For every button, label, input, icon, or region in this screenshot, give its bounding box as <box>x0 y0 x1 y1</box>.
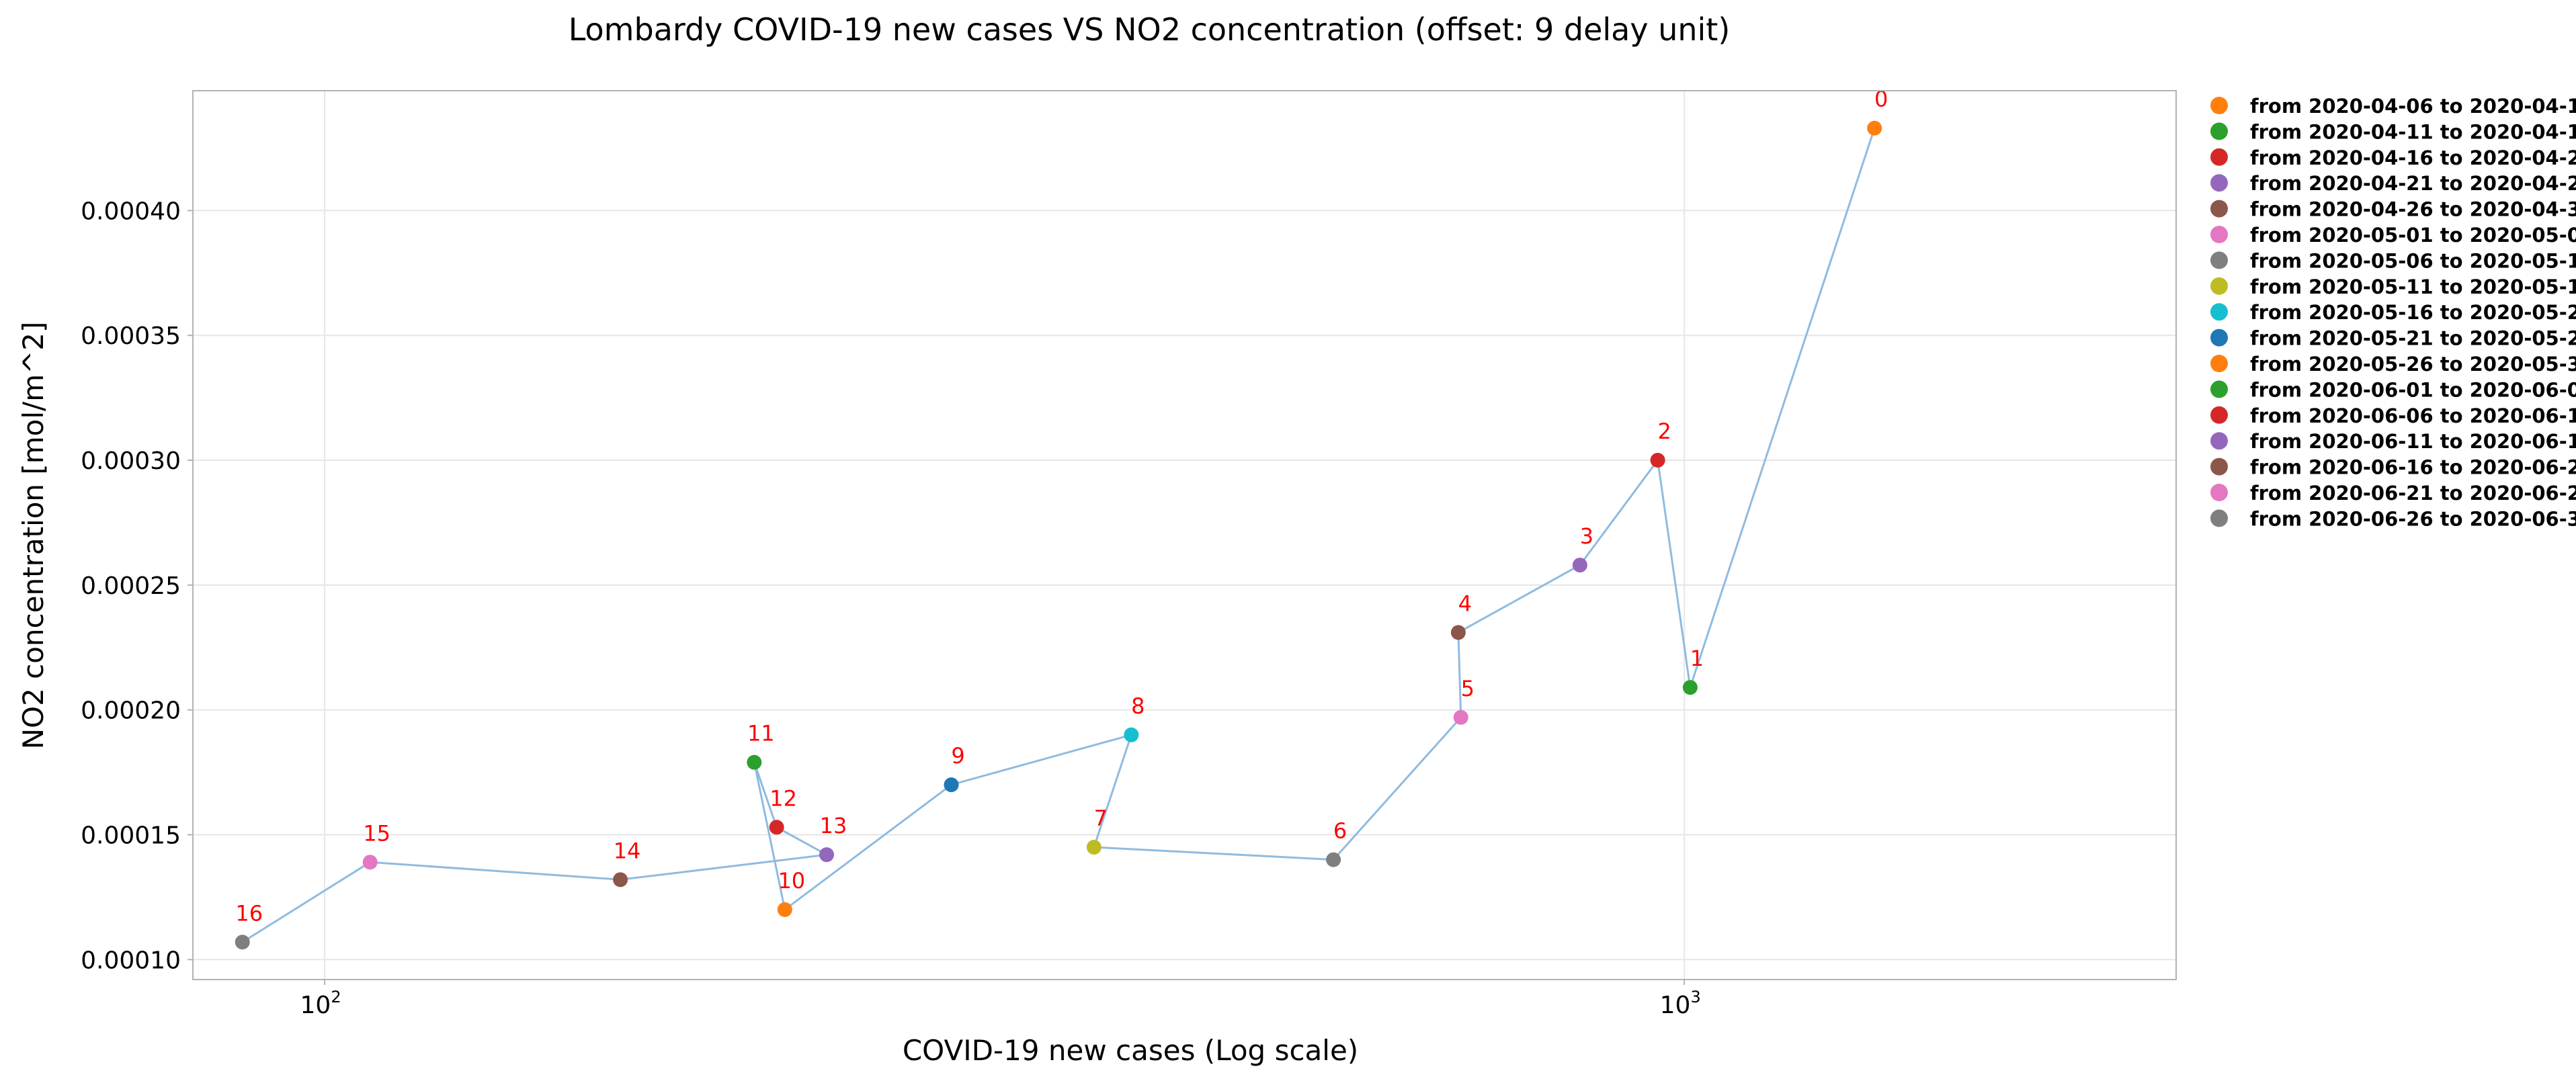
legend-label: from 2020-06-26 to 2020-06-30 <box>2250 507 2576 530</box>
y-tick-label: 0.00030 <box>81 447 181 475</box>
data-point <box>1086 840 1102 855</box>
data-point <box>1326 852 1341 867</box>
point-label: 2 <box>1657 419 1671 444</box>
data-point <box>613 872 628 887</box>
legend-label: from 2020-06-01 to 2020-06-05 <box>2250 378 2576 401</box>
data-point <box>1450 625 1466 640</box>
legend-label: from 2020-04-21 to 2020-04-25 <box>2250 172 2576 195</box>
point-label: 5 <box>1461 676 1474 701</box>
legend-marker <box>2210 458 2228 476</box>
legend-label: from 2020-06-21 to 2020-06-25 <box>2250 482 2576 505</box>
legend-marker <box>2210 484 2228 501</box>
point-label: 15 <box>363 820 390 846</box>
data-point <box>944 777 959 793</box>
chart-title: Lombardy COVID-19 new cases VS NO2 conce… <box>569 11 1731 48</box>
legend-marker <box>2210 432 2228 450</box>
legend-label: from 2020-04-16 to 2020-04-20 <box>2250 146 2576 169</box>
y-tick-label: 0.00035 <box>81 322 181 350</box>
point-label: 9 <box>951 743 964 769</box>
legend-label: from 2020-05-26 to 2020-05-30 <box>2250 353 2576 376</box>
legend-label: from 2020-05-11 to 2020-05-15 <box>2250 275 2576 298</box>
point-label: 10 <box>778 868 805 894</box>
point-label: 1 <box>1690 646 1704 671</box>
legend-marker <box>2210 355 2228 372</box>
data-point <box>769 820 784 835</box>
grid-layer <box>193 91 2176 980</box>
y-tick-label: 0.00020 <box>81 697 181 725</box>
x-axis-label: COVID-19 new cases (Log scale) <box>903 1034 1358 1067</box>
point-label: 6 <box>1333 818 1347 844</box>
legend-label: from 2020-04-11 to 2020-04-15 <box>2250 120 2576 143</box>
legend-marker <box>2210 174 2228 192</box>
legend-marker <box>2210 303 2228 321</box>
point-label: 14 <box>614 838 641 863</box>
plot-area <box>193 91 2176 980</box>
plot-frame <box>192 90 2177 980</box>
legend-label: from 2020-06-16 to 2020-06-20 <box>2250 456 2576 479</box>
legend-label: from 2020-06-11 to 2020-06-15 <box>2250 430 2576 453</box>
legend-marker <box>2210 97 2228 114</box>
data-point <box>1682 680 1698 695</box>
y-tick-label: 0.00025 <box>81 572 181 600</box>
legend-label: from 2020-05-21 to 2020-05-25 <box>2250 327 2576 350</box>
point-label: 11 <box>747 721 775 746</box>
data-point <box>1867 120 1882 136</box>
point-label: 3 <box>1580 523 1593 549</box>
point-label: 7 <box>1094 806 1108 831</box>
y-tick-label: 0.00015 <box>81 822 181 849</box>
axis-layer: 0.00010 0.00015 0.00020 0.00025 0.00030 0.000… <box>81 198 1701 1019</box>
legend-label: from 2020-04-06 to 2020-04-10 <box>2250 95 2576 118</box>
legend-marker <box>2210 226 2228 243</box>
data-point <box>235 935 250 950</box>
legend-marker <box>2210 406 2228 424</box>
y-tick-label: 0.00010 <box>81 947 181 974</box>
data-point <box>1572 558 1587 573</box>
legend-marker <box>2210 509 2228 527</box>
point-label: 0 <box>1874 87 1888 112</box>
x-tick-label: 103 <box>1660 988 1701 1019</box>
point-label: 16 <box>235 900 263 926</box>
data-point <box>747 754 762 770</box>
legend-label: from 2020-04-26 to 2020-04-30 <box>2250 198 2576 221</box>
legend-marker <box>2210 122 2228 140</box>
legend-marker <box>2210 329 2228 347</box>
legend-label: from 2020-05-06 to 2020-05-10 <box>2250 249 2576 272</box>
legend-label: from 2020-05-01 to 2020-05-05 <box>2250 224 2576 247</box>
x-tick-label: 102 <box>300 988 341 1019</box>
legend-marker <box>2210 277 2228 295</box>
legend-label: from 2020-06-06 to 2020-06-10 <box>2250 404 2576 427</box>
legend-marker <box>2210 148 2228 166</box>
point-label: 8 <box>1131 693 1145 719</box>
point-label: 4 <box>1458 591 1472 616</box>
data-point <box>1453 709 1468 725</box>
y-axis-label: NO2 concentration [mol/m^2] <box>17 322 50 750</box>
point-label: 12 <box>770 785 797 811</box>
legend-marker <box>2210 380 2228 398</box>
points-layer <box>235 120 1882 950</box>
data-point <box>1124 727 1139 742</box>
legend-marker <box>2210 200 2228 218</box>
data-point <box>362 855 378 870</box>
y-tick-label: 0.00040 <box>81 198 181 225</box>
data-point <box>777 902 792 917</box>
point-label: 13 <box>820 813 847 838</box>
legend-marker <box>2210 251 2228 269</box>
legend-label: from 2020-05-16 to 2020-05-20 <box>2250 301 2576 324</box>
data-point <box>819 847 835 863</box>
data-point <box>1650 453 1665 468</box>
